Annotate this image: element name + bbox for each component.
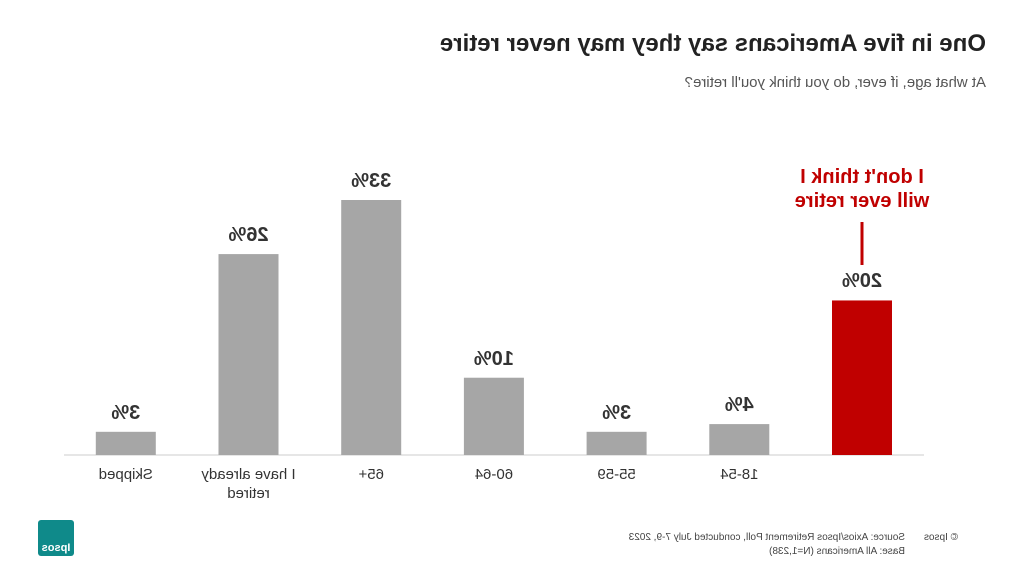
bar <box>586 431 647 455</box>
bar <box>95 431 156 455</box>
annotation: I don't think I will ever retire <box>794 166 930 212</box>
value-label: 10% <box>473 347 514 370</box>
x-tick-label: Skipped <box>98 466 153 483</box>
bar <box>709 424 770 455</box>
chart-subtitle: At what age, if ever, do you think you'l… <box>684 74 986 91</box>
copyright: © Ipsos <box>923 532 958 543</box>
base: Base: All Americans (N=1,238) <box>769 546 905 557</box>
x-tick-label: 65+ <box>358 466 384 483</box>
bar <box>341 200 402 455</box>
value-label: 20% <box>841 270 883 293</box>
x-tick-label: 60-64 <box>474 466 514 483</box>
value-label: 3% <box>602 401 632 424</box>
chart-title: One in five Americans say they may never… <box>439 30 986 57</box>
value-label: 3% <box>111 401 141 424</box>
x-tick-label: 18-54 <box>720 466 759 483</box>
value-label: 4% <box>724 394 754 417</box>
x-tick-label: 55-59 <box>597 466 636 483</box>
bar <box>832 300 892 455</box>
x-tick-label: I have already retired <box>201 466 296 502</box>
value-label: 33% <box>351 170 392 192</box>
logo: Ipsos <box>38 520 74 556</box>
value-label: 26% <box>228 224 269 247</box>
source: Source: Axios/Ipsos Retirement Poll, con… <box>628 532 905 543</box>
bar <box>218 254 279 455</box>
bar <box>463 377 524 455</box>
